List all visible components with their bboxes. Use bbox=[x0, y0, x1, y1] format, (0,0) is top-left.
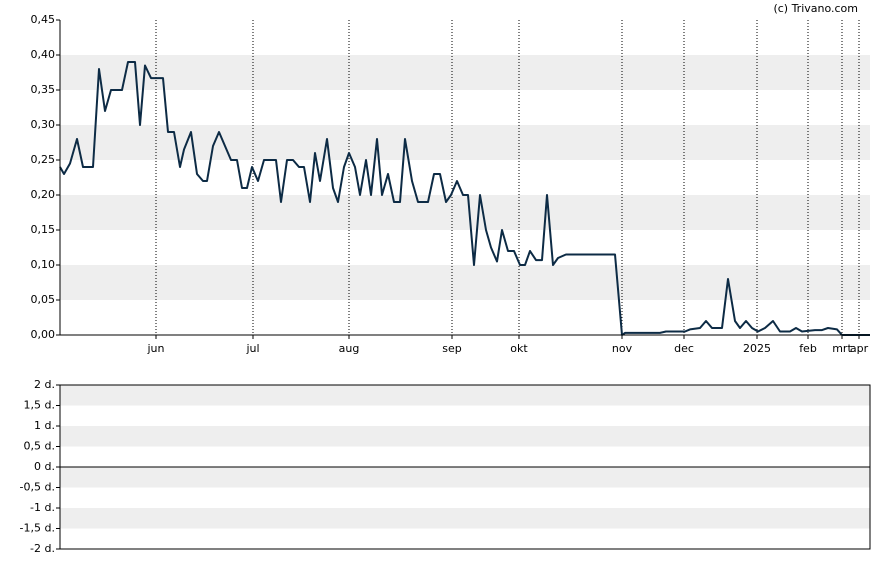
y-tick-label: -1 d. bbox=[30, 501, 55, 514]
price-line bbox=[59, 61, 870, 336]
y-tick-label: 0,45 bbox=[31, 13, 56, 26]
y-tick-label: -1,5 d. bbox=[20, 522, 55, 535]
y-tick-label: 0,25 bbox=[31, 153, 56, 166]
y-tick-label: 0 d. bbox=[34, 460, 55, 473]
y-tick-label: 1 d. bbox=[34, 419, 55, 432]
grid-band bbox=[60, 385, 870, 406]
y-tick-label: 0,20 bbox=[31, 188, 56, 201]
grid-band bbox=[60, 508, 870, 529]
grid-band bbox=[60, 467, 870, 488]
x-tick-label: sep bbox=[442, 342, 461, 355]
x-tick-label: 2025 bbox=[743, 342, 771, 355]
copyright: (c) Trivano.com bbox=[773, 2, 858, 15]
y-tick-label: 0,40 bbox=[31, 48, 56, 61]
x-tick-label: jun bbox=[147, 342, 165, 355]
y-tick-label: 0,00 bbox=[31, 328, 56, 341]
y-tick-label: 0,10 bbox=[31, 258, 56, 271]
x-tick-label: nov bbox=[612, 342, 633, 355]
grid-band bbox=[60, 426, 870, 447]
y-tick-label: 0,5 d. bbox=[24, 440, 55, 453]
grid-band bbox=[60, 265, 870, 300]
x-tick-label: aug bbox=[339, 342, 360, 355]
x-tick-label: okt bbox=[510, 342, 528, 355]
y-tick-label: 2 d. bbox=[34, 378, 55, 391]
y-tick-label: 0,05 bbox=[31, 293, 56, 306]
y-tick-label: -2 d. bbox=[30, 542, 55, 555]
y-tick-label: 0,35 bbox=[31, 83, 56, 96]
y-tick-label: -0,5 d. bbox=[20, 481, 55, 494]
x-tick-label: mrt bbox=[832, 342, 852, 355]
y-tick-label: 0,15 bbox=[31, 223, 56, 236]
grid-band bbox=[60, 195, 870, 230]
grid-band bbox=[60, 55, 870, 90]
x-tick-label: dec bbox=[674, 342, 694, 355]
grid-band bbox=[60, 125, 870, 160]
x-tick-label: feb bbox=[799, 342, 817, 355]
x-tick-label: jul bbox=[245, 342, 259, 355]
y-tick-label: 1,5 d. bbox=[24, 399, 55, 412]
x-tick-label: apr bbox=[850, 342, 869, 355]
frame bbox=[59, 384, 871, 550]
y-tick-label: 0,30 bbox=[31, 118, 56, 131]
